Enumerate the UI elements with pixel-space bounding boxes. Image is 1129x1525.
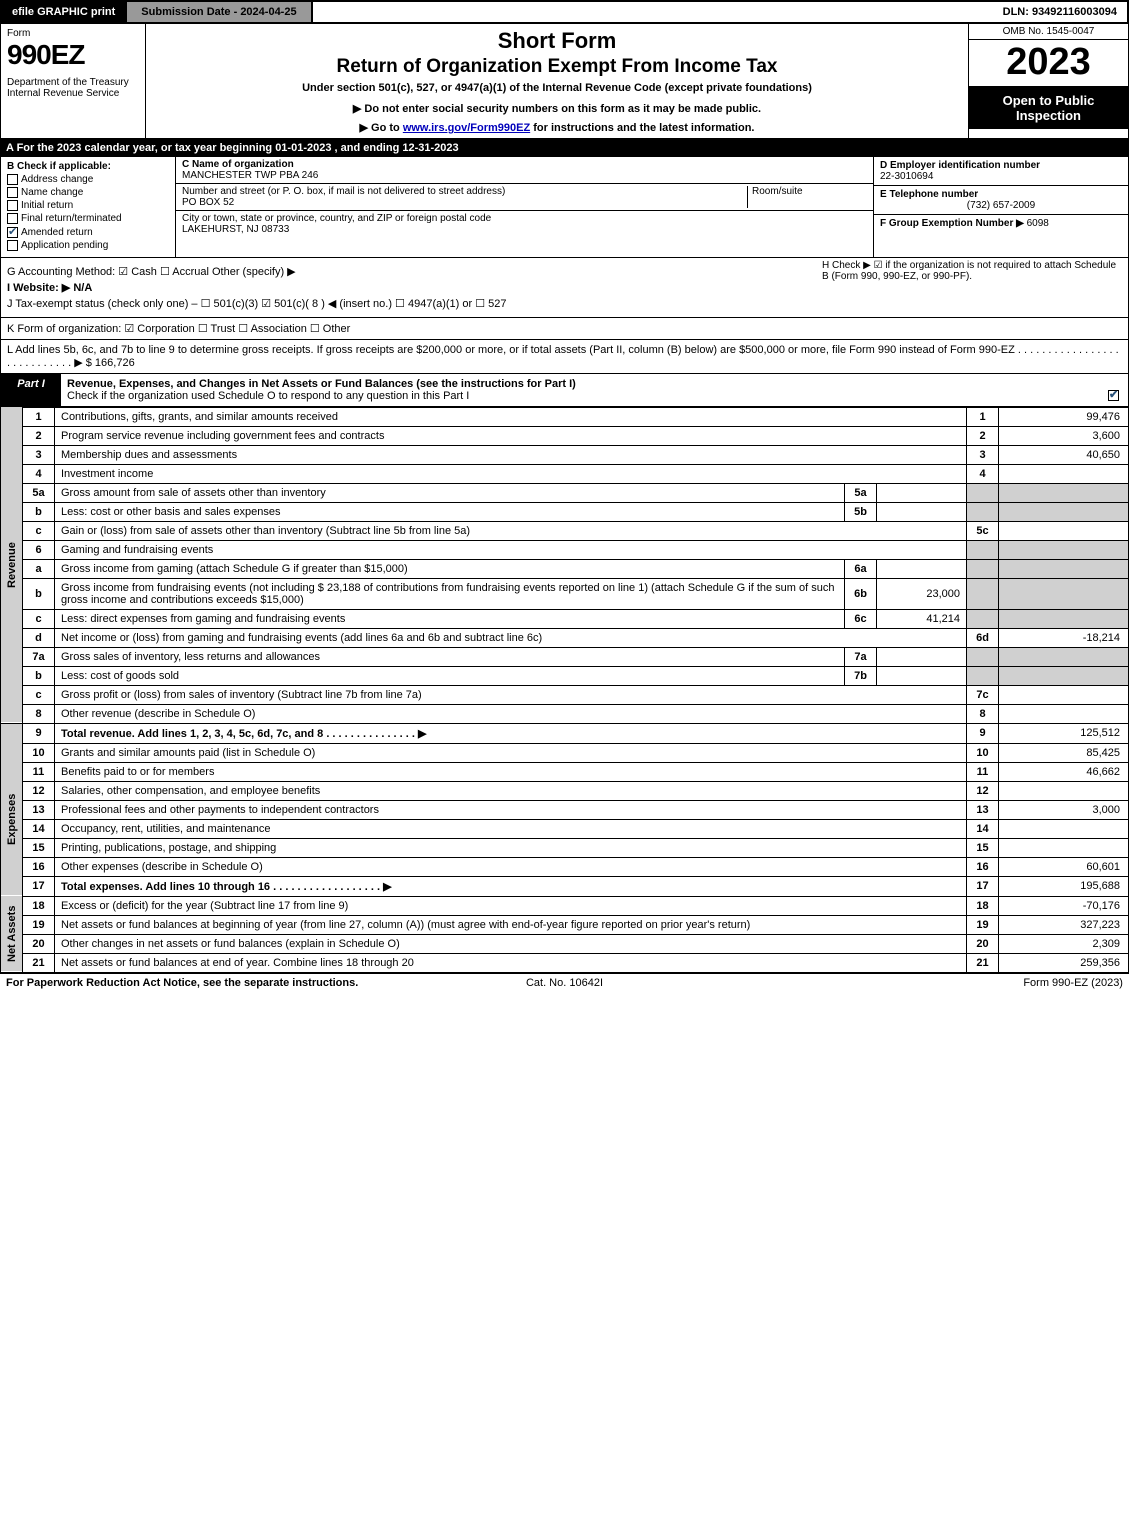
paperwork-notice: For Paperwork Reduction Act Notice, see … xyxy=(6,977,378,989)
c-street-label: Number and street (or P. O. box, if mail… xyxy=(182,186,505,197)
side-expenses: Expenses xyxy=(1,743,23,896)
form-ref: Form 990-EZ (2023) xyxy=(751,977,1123,989)
e-label: E Telephone number xyxy=(880,189,978,200)
instructions-link-row: ▶ Go to www.irs.gov/Form990EZ for instru… xyxy=(154,121,960,134)
public-inspection-badge: Open to Public Inspection xyxy=(969,87,1128,129)
org-name: MANCHESTER TWP PBA 246 xyxy=(182,170,318,181)
val: 99,476 xyxy=(999,407,1129,426)
numc: 1 xyxy=(967,407,999,426)
chk-amended-return[interactable]: Amended return xyxy=(7,227,169,238)
title-return: Return of Organization Exempt From Incom… xyxy=(154,56,960,78)
top-bar: efile GRAPHIC print Submission Date - 20… xyxy=(0,0,1129,24)
part1-label: Part I xyxy=(1,374,61,406)
title-short-form: Short Form xyxy=(154,28,960,54)
line-l: L Add lines 5b, 6c, and 7b to line 9 to … xyxy=(0,340,1129,374)
cat-no: Cat. No. 10642I xyxy=(378,977,750,989)
form-header: Form 990EZ Department of the Treasury In… xyxy=(0,24,1129,139)
chk-address-change[interactable]: Address change xyxy=(7,174,169,185)
chk-final-return[interactable]: Final return/terminated xyxy=(7,213,169,224)
ein-value: 22-3010694 xyxy=(880,171,933,182)
section-ghij: G Accounting Method: ☑ Cash ☐ Accrual Ot… xyxy=(0,258,1129,318)
side-revenue: Revenue xyxy=(1,407,23,723)
dept-label: Department of the Treasury Internal Reve… xyxy=(7,77,139,99)
c-name-label: C Name of organization xyxy=(182,159,294,170)
efile-print-button[interactable]: efile GRAPHIC print xyxy=(2,2,127,22)
submission-date-button[interactable]: Submission Date - 2024-04-25 xyxy=(127,2,312,22)
org-street: PO BOX 52 xyxy=(182,197,234,208)
tax-year: 2023 xyxy=(969,40,1128,87)
b-head: B Check if applicable: xyxy=(7,161,169,172)
part1-check: Check if the organization used Schedule … xyxy=(67,390,469,402)
section-bcdef: B Check if applicable: Address change Na… xyxy=(0,157,1129,258)
d-label: D Employer identification number xyxy=(880,160,1040,171)
subtitle-section: Under section 501(c), 527, or 4947(a)(1)… xyxy=(154,82,960,94)
irs-link[interactable]: www.irs.gov/Form990EZ xyxy=(403,122,530,134)
line-k: K Form of organization: ☑ Corporation ☐ … xyxy=(0,318,1129,340)
chk-application-pending[interactable]: Application pending xyxy=(7,240,169,251)
f-label: F Group Exemption Number ▶ xyxy=(880,218,1024,229)
warning-ssn: ▶ Do not enter social security numbers o… xyxy=(154,102,960,115)
org-city: LAKEHURST, NJ 08733 xyxy=(182,224,289,235)
room-suite-label: Room/suite xyxy=(747,186,867,208)
dln-label: DLN: 93492116003094 xyxy=(993,2,1127,22)
line-j: J Tax-exempt status (check only one) – ☐… xyxy=(7,297,1122,310)
footer: For Paperwork Reduction Act Notice, see … xyxy=(0,973,1129,992)
omb-number: OMB No. 1545-0047 xyxy=(969,24,1128,40)
part1-header: Part I Revenue, Expenses, and Changes in… xyxy=(0,374,1129,407)
form-number: 990EZ xyxy=(7,39,139,71)
ln: 1 xyxy=(23,407,55,426)
section-b: B Check if applicable: Address change Na… xyxy=(1,157,176,257)
phone-value: (732) 657-2009 xyxy=(880,200,1122,211)
chk-initial-return[interactable]: Initial return xyxy=(7,200,169,211)
c-city-label: City or town, state or province, country… xyxy=(182,213,491,224)
chk-name-change[interactable]: Name change xyxy=(7,187,169,198)
form-label: Form xyxy=(7,28,139,39)
section-c: C Name of organizationMANCHESTER TWP PBA… xyxy=(176,157,873,257)
line-a: A For the 2023 calendar year, or tax yea… xyxy=(0,139,1129,157)
part1-head: Revenue, Expenses, and Changes in Net As… xyxy=(67,378,576,390)
desc: Contributions, gifts, grants, and simila… xyxy=(55,407,967,426)
part1-checkbox[interactable] xyxy=(1108,390,1119,401)
part1-table: Revenue 1 Contributions, gifts, grants, … xyxy=(0,407,1129,973)
side-net-assets: Net Assets xyxy=(1,896,23,972)
line-h: H Check ▶ ☑ if the organization is not r… xyxy=(822,260,1122,282)
group-exemption-value: 6098 xyxy=(1027,218,1049,229)
line-i: I Website: ▶ N/A xyxy=(7,281,1122,294)
section-def: D Employer identification number22-30106… xyxy=(873,157,1128,257)
